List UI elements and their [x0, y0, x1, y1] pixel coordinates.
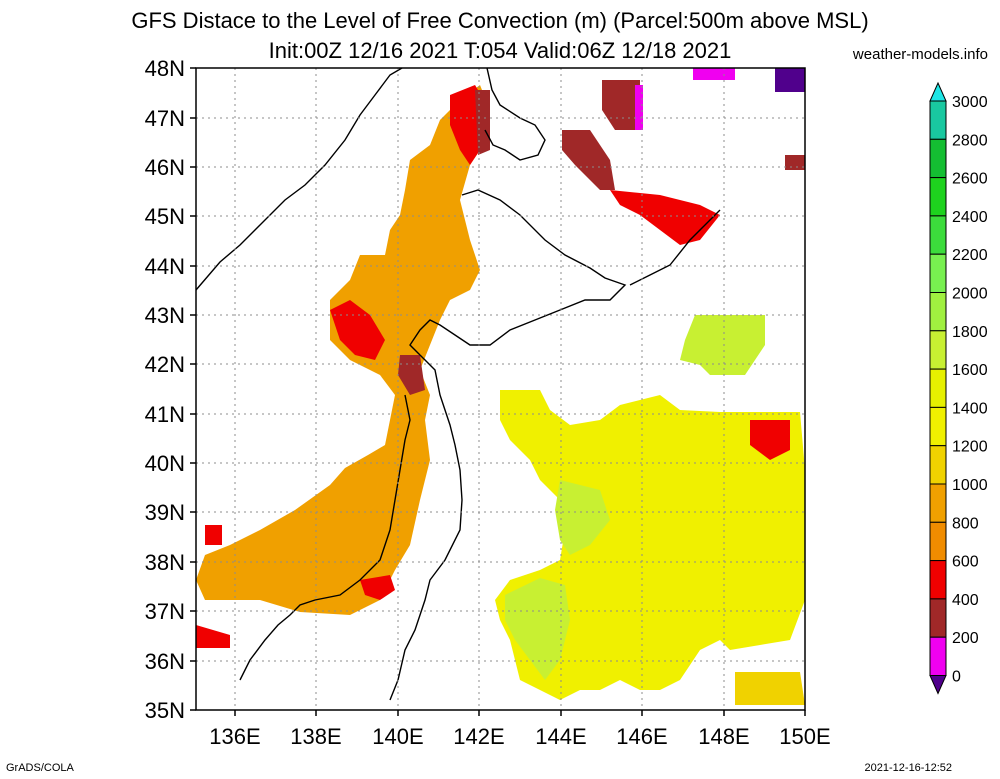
field-orange-se: [735, 672, 805, 705]
field-purple-1: [775, 68, 805, 92]
lat-label: 47N: [145, 106, 185, 131]
lat-label: 35N: [145, 698, 185, 723]
colorbar-segment: [929, 483, 947, 523]
colorbar-bottom-arrow: [929, 675, 947, 695]
lon-label: 148E: [698, 724, 749, 749]
field-magenta-2: [635, 85, 643, 130]
field-brown-1: [602, 80, 640, 130]
chart-subtitle: Init:00Z 12/16 2021 T:054 Valid:06Z 12/1…: [268, 38, 732, 63]
colorbar-label: 2400: [952, 209, 988, 226]
field-green-patch-2: [505, 578, 570, 680]
colorbar-label: 2200: [952, 247, 988, 264]
field-brown-3: [475, 90, 490, 155]
lat-label: 36N: [145, 649, 185, 674]
colorbar-label: 800: [952, 515, 979, 532]
colorbar-label: 1400: [952, 400, 988, 417]
field-green-patch: [555, 480, 610, 555]
lat-label: 44N: [145, 254, 185, 279]
colorbar-label: 1600: [952, 362, 988, 379]
coastlines: [195, 67, 721, 701]
lat-label: 38N: [145, 550, 185, 575]
footer-software: GrADS/COLA: [6, 762, 74, 774]
lat-label: 45N: [145, 204, 185, 229]
colorbar-label: 1000: [952, 477, 988, 494]
colorbar-label: 0: [952, 669, 961, 686]
lon-label: 136E: [209, 724, 260, 749]
colorbar-label: 400: [952, 592, 979, 609]
field-red-4: [360, 575, 395, 600]
tick-marks: [190, 67, 806, 716]
lon-labels: 136E 138E 140E 142E 144E 146E 148E 150E: [209, 724, 830, 749]
field-layer: [196, 68, 805, 705]
field-red-2: [610, 190, 720, 245]
lon-label: 142E: [453, 724, 504, 749]
field-orange-north: [405, 120, 470, 260]
colorbar-segment: [929, 177, 947, 217]
lat-label: 48N: [145, 56, 185, 81]
field-green-ne: [680, 315, 765, 375]
lat-labels: 48N 47N 46N 45N 44N 43N 42N 41N 40N 39N …: [145, 56, 185, 723]
lon-label: 140E: [372, 724, 423, 749]
footer-timestamp: 2021-12-16-12:52: [864, 762, 952, 774]
plot-frame: [195, 67, 806, 711]
colorbar-segment: [929, 215, 947, 255]
field-brown-4: [398, 355, 425, 395]
field-yellow-east: [495, 390, 805, 700]
colorbar-label: 200: [952, 630, 979, 647]
colorbar-segment: [929, 636, 947, 677]
colorbar-segment: [929, 100, 947, 140]
chart-title: GFS Distace to the Level of Free Convect…: [131, 8, 869, 33]
grid-lines: [196, 68, 805, 710]
colorbar-label: 2800: [952, 132, 988, 149]
lon-label: 138E: [290, 724, 341, 749]
colorbar-label: 1800: [952, 324, 988, 341]
lon-label: 144E: [535, 724, 586, 749]
field-red-5: [750, 420, 790, 460]
lon-label: 146E: [616, 724, 667, 749]
colorbar-segment: [929, 406, 947, 447]
lat-label: 43N: [145, 303, 185, 328]
colorbar-label: 2000: [952, 286, 988, 303]
colorbar-segment: [929, 521, 947, 562]
field-red-7: [196, 625, 230, 648]
lat-label: 40N: [145, 451, 185, 476]
colorbar-top-arrow: [929, 81, 947, 102]
lat-label: 46N: [145, 155, 185, 180]
field-red-3: [330, 300, 385, 360]
colorbar-segment: [929, 138, 947, 179]
colorbar-segment: [929, 368, 947, 408]
colorbar-label: 600: [952, 554, 979, 571]
colorbar-label: 2600: [952, 171, 988, 188]
lon-label: 150E: [779, 724, 830, 749]
lat-label: 41N: [145, 402, 185, 427]
lat-label: 42N: [145, 352, 185, 377]
field-red-6: [205, 525, 222, 545]
colorbar-segment: [929, 445, 947, 485]
field-brown-2: [562, 130, 615, 190]
colorbar-segment: [929, 253, 947, 293]
lat-label: 37N: [145, 599, 185, 624]
colorbar-segment: [929, 330, 947, 370]
colorbar-segment: [929, 560, 947, 600]
source-credit: weather-models.info: [852, 46, 988, 63]
colorbar-label: 3000: [952, 94, 988, 111]
lat-label: 39N: [145, 500, 185, 525]
colorbar-label: 1200: [952, 439, 988, 456]
colorbar-segment: [929, 292, 947, 332]
field-brown-5: [785, 155, 805, 170]
colorbar-segment: [929, 598, 947, 638]
colorbar: 3000280026002400220020001800160014001200…: [929, 81, 988, 695]
field-magenta-1: [693, 68, 735, 80]
